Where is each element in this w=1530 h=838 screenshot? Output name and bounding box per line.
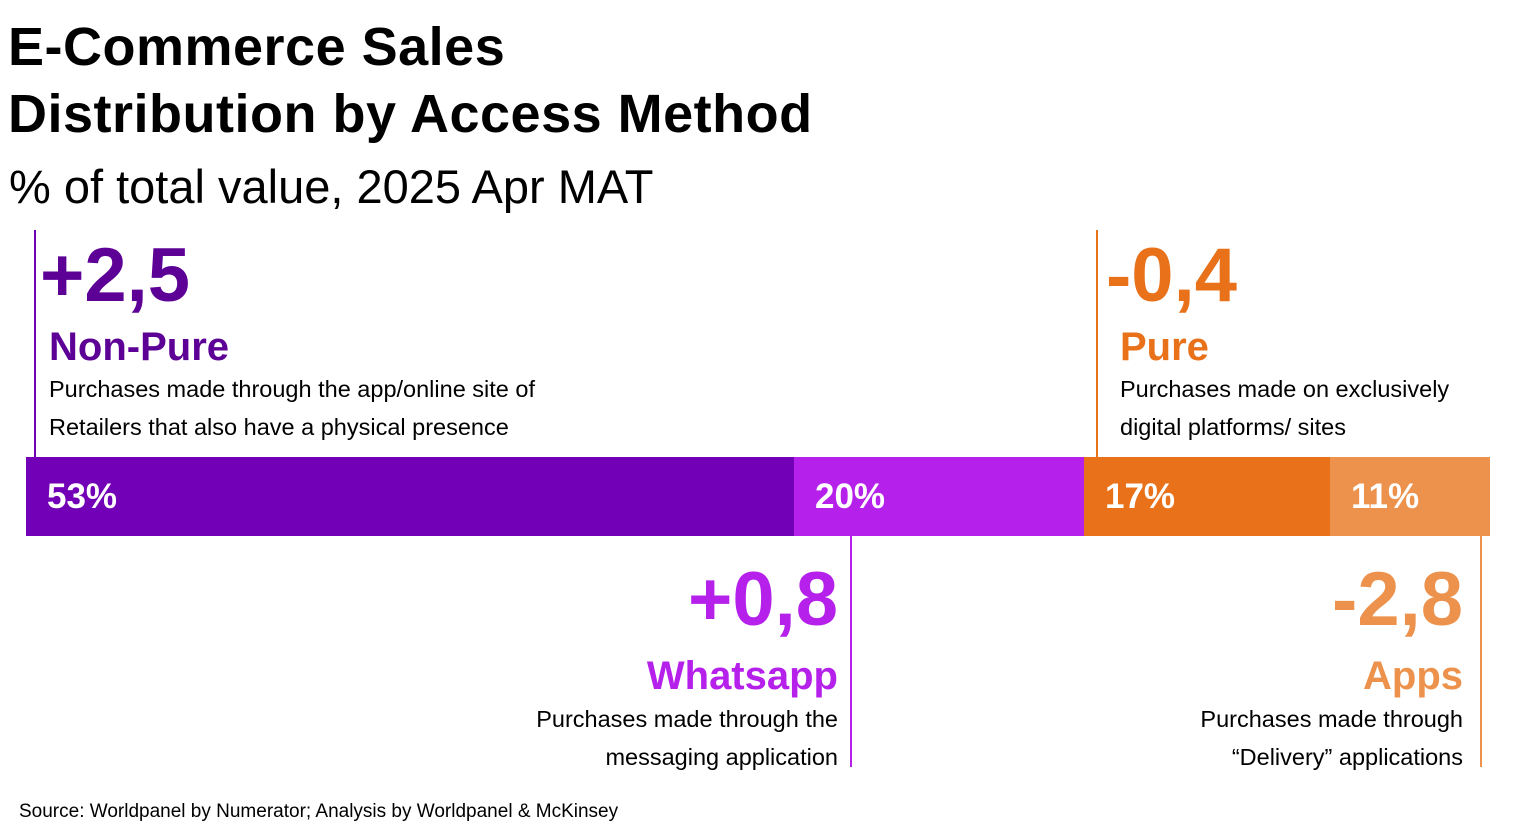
category-label-apps: Apps (1363, 654, 1463, 698)
leader-line-apps (1480, 535, 1482, 767)
description-pure-line-2: digital platforms/ sites (1120, 414, 1346, 440)
bar-value-label-whatsapp: 20% (815, 477, 886, 516)
category-label-whatsapp: Whatsapp (646, 654, 838, 698)
category-label-pure: Pure (1120, 325, 1209, 369)
chart-title: E-Commerce Sales Distribution by Access … (8, 14, 813, 148)
change-label-apps: -2,8 (1332, 557, 1463, 642)
bar-segment-apps: 11% (1330, 457, 1490, 536)
source-note: Source: Worldpanel by Numerator; Analysi… (19, 801, 619, 822)
description-whatsapp: Purchases made through the messaging app… (536, 700, 838, 776)
leader-line-pure (1096, 230, 1098, 458)
change-label-non-pure: +2,5 (40, 233, 191, 318)
description-non-pure-line-2: Retailers that also have a physical pres… (49, 414, 509, 440)
description-apps-line-2: “Delivery” applications (1231, 744, 1463, 770)
bar-value-label-pure: 17% (1105, 477, 1176, 516)
bar-segment-non-pure: 53% (26, 457, 794, 536)
chart-title-line-2: Distribution by Access Method (8, 84, 813, 144)
description-whatsapp-line-2: messaging application (605, 744, 838, 770)
change-label-pure: -0,4 (1106, 233, 1237, 318)
description-non-pure-line-1: Purchases made through the app/online si… (49, 376, 535, 402)
bar-segment-whatsapp: 20% (794, 457, 1084, 536)
description-apps: Purchases made through “Delivery” applic… (1200, 700, 1463, 776)
bar-segment-pure: 17% (1084, 457, 1330, 536)
stacked-bar: 53% 20% 17% 11% (26, 457, 1490, 536)
description-whatsapp-line-1: Purchases made through the (536, 706, 838, 732)
chart-subtitle: % of total value, 2025 Apr MAT (9, 160, 654, 213)
description-pure: Purchases made on exclusively digital pl… (1120, 370, 1449, 446)
change-label-whatsapp: +0,8 (687, 557, 838, 642)
category-label-non-pure: Non-Pure (49, 325, 229, 369)
leader-line-non-pure (34, 230, 36, 458)
bar-value-label-apps: 11% (1351, 477, 1420, 516)
chart-title-line-1: E-Commerce Sales (8, 17, 506, 77)
description-pure-line-1: Purchases made on exclusively (1120, 376, 1450, 402)
description-apps-line-1: Purchases made through (1200, 706, 1463, 732)
description-non-pure: Purchases made through the app/online si… (49, 370, 535, 446)
bar-value-label-non-pure: 53% (47, 477, 118, 516)
leader-line-whatsapp (850, 535, 852, 767)
